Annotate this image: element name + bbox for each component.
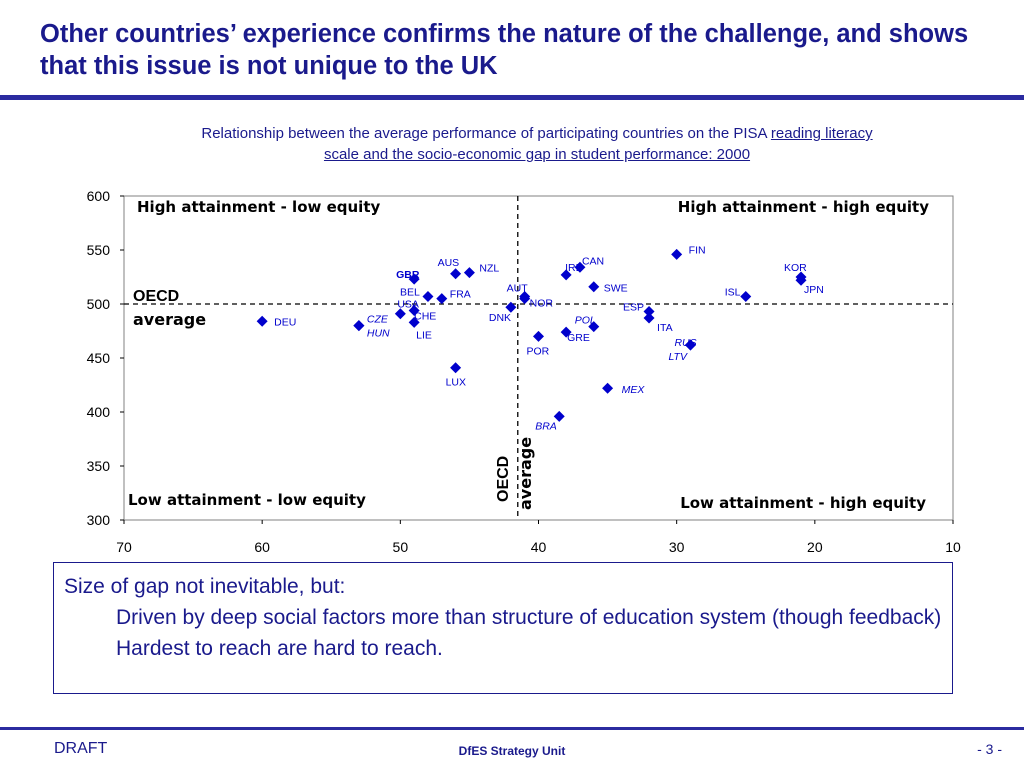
data-point-label: HUN <box>367 328 390 340</box>
data-point-bra <box>553 410 565 422</box>
data-point-nzl <box>463 267 475 279</box>
data-point-nor <box>519 293 531 305</box>
data-point-label: NZL <box>479 263 499 275</box>
x-tick-label: 30 <box>669 539 685 555</box>
footer-divider <box>0 727 1024 730</box>
data-point-isl <box>740 290 752 302</box>
data-point-usa <box>394 308 406 320</box>
title-divider <box>0 95 1024 100</box>
data-point-por <box>533 330 544 342</box>
oecd-average-label-y: average <box>133 310 206 329</box>
chart-caption: Relationship between the average perform… <box>200 123 874 165</box>
quadrant-label-top-right: High attainment - high equity <box>678 198 929 216</box>
data-point-ltv <box>684 339 696 351</box>
x-tick-label: 60 <box>254 539 270 555</box>
data-point-label: DEU <box>274 316 296 328</box>
data-point-gbr <box>408 273 420 285</box>
oecd-average-label-x: OECD <box>495 456 512 502</box>
data-point-label: POR <box>527 345 550 357</box>
oecd-average-label-y: OECD <box>133 288 179 305</box>
x-tick-label: 40 <box>531 539 547 555</box>
y-tick-label: 400 <box>87 404 111 420</box>
data-point-ita <box>643 312 655 324</box>
chart-caption-underlined: reading literacy scale and the socio-eco… <box>323 125 873 163</box>
data-point-label: AUT <box>507 282 529 294</box>
plot-area <box>123 195 954 521</box>
quadrant-label-bottom-left: Low attainment - low equity <box>128 491 366 509</box>
data-point-label: FRA <box>450 289 471 301</box>
data-point-label: CHE <box>414 310 436 322</box>
data-point-deu <box>256 315 268 327</box>
data-point-label: ESP <box>623 302 644 314</box>
data-point-label: CZE <box>367 314 389 326</box>
quadrant-label-top-left: High attainment - low equity <box>137 198 380 216</box>
takeaways-box: Size of gap not inevitable, but: Driven … <box>53 562 953 694</box>
y-tick-label: 450 <box>87 350 111 366</box>
y-tick-label: 350 <box>87 458 111 474</box>
footer-org: DfES Strategy Unit <box>458 744 566 758</box>
chart-caption-text: Relationship between the average perform… <box>201 125 771 142</box>
y-tick-label: 300 <box>87 512 111 528</box>
data-point-label: GRE <box>567 332 590 344</box>
takeaway-point: Hardest to reach are hard to reach. <box>116 637 443 660</box>
data-point-label: LIE <box>416 329 432 341</box>
data-point-swe <box>588 281 600 293</box>
x-tick-label: 20 <box>807 539 823 555</box>
data-point-hun <box>353 320 365 332</box>
data-point-label: FIN <box>689 244 706 256</box>
data-point-gre <box>560 326 572 338</box>
page-number: - 3 - <box>977 741 1002 757</box>
data-point-label: KOR <box>784 262 807 274</box>
data-point-label: MEX <box>622 384 646 396</box>
data-point-label: GBR <box>396 269 420 281</box>
data-point-mex <box>602 382 614 394</box>
data-point-lie <box>408 316 420 328</box>
data-point-lux <box>450 362 462 374</box>
quadrant-label-bottom-right: Low attainment - high equity <box>680 494 926 512</box>
data-point-che <box>408 304 420 316</box>
oecd-average-label-x: average <box>516 437 535 510</box>
data-point-irl <box>560 269 572 281</box>
slide-title: Other countries’ experience confirms the… <box>40 20 969 80</box>
data-point-label: BEL <box>400 286 420 298</box>
data-point-aus <box>450 268 462 280</box>
data-point-esp <box>643 306 655 318</box>
data-point-label: NOR <box>530 298 554 310</box>
data-point-label: DNK <box>489 312 511 324</box>
data-point-pol <box>588 321 600 333</box>
data-point-fra <box>436 293 448 305</box>
y-tick-label: 500 <box>87 296 111 312</box>
data-point-jpn <box>795 274 807 286</box>
data-point-label: POL <box>575 315 596 327</box>
data-point-label: LUX <box>446 377 466 389</box>
data-point-label: ISL <box>725 286 741 298</box>
takeaway-intro: Size of gap not inevitable, but: <box>64 575 346 598</box>
data-point-can <box>574 261 586 273</box>
data-point-bel <box>422 290 434 302</box>
y-tick-label: 550 <box>87 242 111 258</box>
takeaway-point: Driven by deep social factors more than … <box>116 606 942 629</box>
data-point-label: CAN <box>582 255 604 267</box>
data-point-label: LTV <box>668 351 687 363</box>
data-point-label: SWE <box>604 283 628 295</box>
data-point-dnk <box>505 301 517 313</box>
footer-draft-label: DRAFT <box>54 740 108 757</box>
data-point-label: BRA <box>535 420 557 432</box>
x-tick-label: 70 <box>116 539 132 555</box>
x-tick-label: 10 <box>945 539 961 555</box>
x-tick-label: 50 <box>393 539 409 555</box>
y-tick-label: 600 <box>87 188 111 204</box>
data-point-fin <box>671 248 683 260</box>
data-point-label: AUS <box>438 257 460 269</box>
data-point-label: JPN <box>804 284 824 296</box>
data-point-label: ITA <box>657 322 673 334</box>
